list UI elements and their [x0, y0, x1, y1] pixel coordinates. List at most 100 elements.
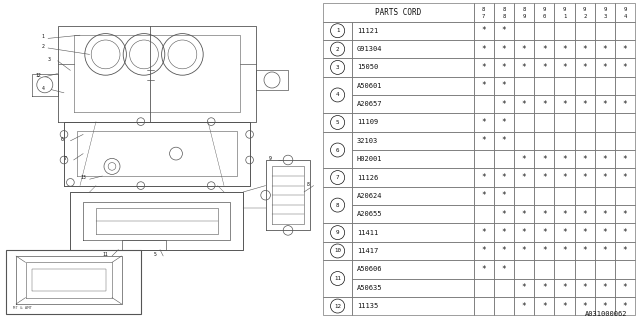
Text: *: *	[481, 228, 486, 237]
Bar	[575, 278, 595, 297]
Text: 9: 9	[604, 7, 607, 12]
Text: *: *	[603, 283, 607, 292]
Text: *: *	[562, 155, 567, 164]
Text: *: *	[623, 283, 627, 292]
Bar	[595, 58, 615, 76]
Text: 3: 3	[336, 65, 339, 70]
Bar	[494, 3, 514, 21]
Bar	[595, 150, 615, 168]
Bar	[554, 40, 575, 58]
Bar	[554, 150, 575, 168]
Bar	[554, 76, 575, 95]
Text: *: *	[542, 63, 547, 72]
Bar	[534, 260, 554, 278]
Bar	[494, 58, 514, 76]
Text: *: *	[623, 173, 627, 182]
Bar	[352, 150, 474, 168]
Text: G91304: G91304	[357, 46, 382, 52]
Text: 2: 2	[336, 47, 339, 52]
Text: *: *	[542, 246, 547, 255]
Bar	[352, 21, 474, 40]
Text: *: *	[603, 173, 607, 182]
Bar	[352, 76, 474, 95]
Text: *: *	[522, 155, 527, 164]
Bar	[615, 113, 636, 132]
Bar	[323, 132, 352, 168]
Bar	[534, 21, 554, 40]
Text: 8: 8	[307, 181, 310, 187]
Bar	[323, 260, 352, 297]
Bar	[575, 187, 595, 205]
Text: 12: 12	[334, 304, 341, 308]
Text: *: *	[502, 173, 506, 182]
Text: *: *	[562, 173, 567, 182]
Bar	[323, 3, 474, 21]
Text: *: *	[481, 246, 486, 255]
Text: *: *	[623, 155, 627, 164]
Text: *: *	[481, 191, 486, 200]
Text: 5: 5	[336, 120, 339, 125]
Bar	[474, 113, 494, 132]
Text: 6: 6	[336, 148, 339, 153]
Bar	[494, 150, 514, 168]
Text: 2: 2	[42, 44, 44, 49]
Bar	[534, 278, 554, 297]
Text: *: *	[562, 63, 567, 72]
Bar	[575, 132, 595, 150]
Text: *: *	[522, 246, 527, 255]
Text: *: *	[623, 228, 627, 237]
Bar	[323, 113, 352, 132]
Text: A50601: A50601	[357, 83, 382, 89]
Text: 12: 12	[35, 73, 41, 78]
Bar	[514, 113, 534, 132]
Text: *: *	[603, 155, 607, 164]
Text: 1: 1	[42, 34, 44, 39]
Bar	[494, 113, 514, 132]
Bar	[352, 297, 474, 315]
Bar	[595, 95, 615, 113]
Text: *: *	[623, 210, 627, 219]
Bar	[575, 150, 595, 168]
Text: 4: 4	[336, 92, 339, 98]
Text: 11417: 11417	[357, 248, 378, 254]
Text: *: *	[481, 173, 486, 182]
Text: 7: 7	[336, 175, 339, 180]
Bar	[494, 187, 514, 205]
Bar	[534, 168, 554, 187]
Bar	[514, 132, 534, 150]
Text: 2: 2	[583, 14, 586, 20]
Bar	[615, 40, 636, 58]
Bar	[615, 223, 636, 242]
Bar	[595, 297, 615, 315]
Text: *: *	[562, 210, 567, 219]
Bar	[323, 76, 352, 113]
Bar	[534, 76, 554, 95]
Bar	[352, 260, 474, 278]
Text: 9: 9	[563, 7, 566, 12]
Bar	[534, 3, 554, 21]
Bar	[323, 168, 352, 187]
Bar	[534, 242, 554, 260]
Bar	[575, 168, 595, 187]
Text: *: *	[542, 210, 547, 219]
Text: *: *	[582, 173, 587, 182]
Bar	[554, 205, 575, 223]
Text: *: *	[522, 173, 527, 182]
Bar	[474, 187, 494, 205]
Bar	[474, 95, 494, 113]
Bar	[554, 21, 575, 40]
Bar	[323, 40, 352, 58]
Bar	[514, 76, 534, 95]
Bar	[352, 113, 474, 132]
Text: 7: 7	[64, 156, 67, 161]
Bar	[615, 205, 636, 223]
Bar	[494, 278, 514, 297]
Text: *: *	[562, 44, 567, 53]
Text: 9: 9	[269, 156, 271, 161]
Text: *: *	[502, 246, 506, 255]
Bar	[575, 95, 595, 113]
Text: *: *	[603, 246, 607, 255]
Bar	[494, 95, 514, 113]
Bar	[534, 187, 554, 205]
Text: MT & AMT: MT & AMT	[13, 306, 32, 310]
